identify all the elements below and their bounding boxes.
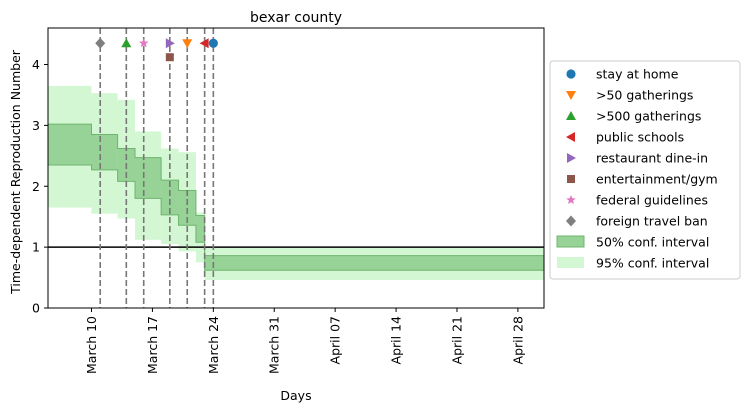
- plot-area: 0 1 2 3 4 March 10 March 17 March 24 March 31 Apr…: [32, 27, 545, 374]
- y-tick-label: 4: [32, 57, 40, 72]
- ci50-segment: [91, 134, 118, 170]
- y-axis-label: Time-dependent Reproduction Number: [8, 49, 23, 295]
- x-tick-label: March 17: [145, 316, 160, 374]
- x-axis-label: Days: [280, 388, 311, 403]
- y-tick-label: 0: [32, 301, 40, 316]
- data-point: [165, 38, 175, 49]
- legend-marker: [566, 215, 576, 227]
- data-point: [95, 37, 106, 49]
- y-tick-label: 2: [32, 179, 40, 194]
- ci50-segment: [204, 255, 544, 271]
- legend-frame: [549, 60, 741, 280]
- data-point: [182, 39, 193, 49]
- chart-title: bexar county: [250, 10, 342, 26]
- ci50-segment: [178, 190, 196, 226]
- x-tick-label: April 14: [389, 316, 404, 364]
- axes-frame: [47, 27, 545, 309]
- x-tick-label: March 31: [267, 316, 282, 374]
- legend: stay at home >50 gatherings >500 gathering…: [549, 60, 741, 280]
- legend-marker: [567, 175, 575, 183]
- x-tick-label: April 21: [449, 316, 464, 364]
- data-point: [165, 53, 174, 62]
- y-tick-label: 3: [32, 118, 40, 133]
- data-point: [138, 38, 149, 48]
- legend-label: >500 gatherings: [596, 109, 701, 124]
- legend-marker: [566, 91, 576, 100]
- legend-marker: [566, 111, 576, 120]
- legend-label: stay at home: [596, 67, 679, 82]
- legend-label: foreign travel ban: [596, 214, 708, 229]
- x-tick-label: April 28: [510, 316, 525, 364]
- data-point: [121, 38, 132, 48]
- ci50-segment: [135, 157, 162, 199]
- legend-marker: [566, 69, 576, 79]
- legend-marker: [567, 153, 576, 163]
- legend-label: >50 gatherings: [596, 88, 693, 103]
- ci50-lower-edge: [48, 164, 544, 271]
- legend-label: restaurant dine-in: [596, 151, 708, 166]
- legend-swatch: [557, 257, 584, 268]
- data-point: [199, 38, 209, 49]
- legend-label: 50% conf. interval: [596, 235, 709, 250]
- legend-label: entertainment/gym: [596, 172, 718, 187]
- ci50-upper-edge: [48, 123, 544, 257]
- legend-label: public schools: [596, 130, 684, 145]
- legend-label: 95% conf. interval: [596, 256, 709, 271]
- ci50-segment: [195, 215, 205, 243]
- legend-marker: [566, 132, 575, 142]
- ci50-segment: [48, 124, 92, 165]
- x-tick-label: April 07: [328, 316, 343, 364]
- ci50-segment: [161, 180, 179, 215]
- legend-swatch: [556, 235, 585, 248]
- legend-label: federal guidelines: [596, 193, 708, 208]
- x-tick-label: March 10: [84, 316, 99, 374]
- y-tick-label: 1: [32, 240, 40, 255]
- x-tick-label: March 24: [206, 316, 221, 374]
- data-point: [208, 38, 218, 48]
- legend-marker: [566, 195, 576, 205]
- confidence-bands: [48, 85, 544, 280]
